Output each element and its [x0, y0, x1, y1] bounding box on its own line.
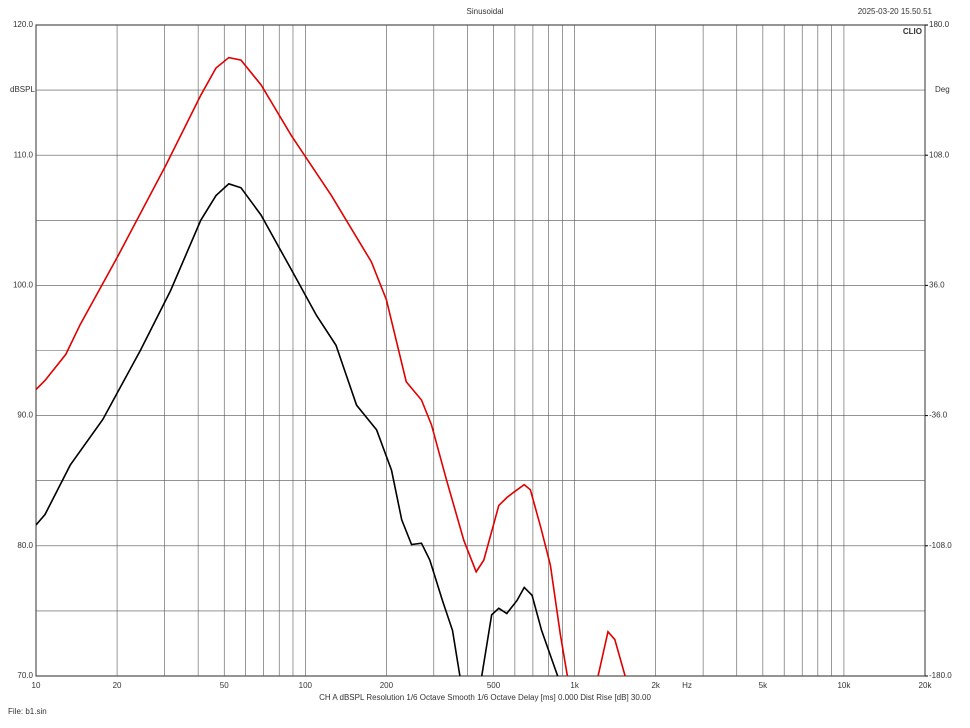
x-tick-label: 10 — [32, 681, 41, 690]
y-tick-label: 110.0 — [14, 150, 34, 159]
brand: CLIO — [903, 27, 922, 36]
y-tick-label: 70.0 — [17, 671, 33, 680]
y-tick-label: 100.0 — [13, 281, 34, 290]
x-tick-label: 100 — [299, 681, 313, 690]
y-axis-label: dBSPL — [10, 85, 35, 94]
y2-axis-label: Deg — [935, 85, 950, 94]
chart-title: Sinusoidal — [467, 7, 504, 16]
x-tick-label: 20k — [919, 681, 933, 690]
x-tick-label: 5k — [759, 681, 768, 690]
timestamp: 2025-03-20 15.50.51 — [858, 7, 933, 16]
y2-tick-label: -180.0 — [929, 671, 952, 680]
y2-tick-label: 36.0 — [929, 281, 945, 290]
x-tick-label: 2k — [651, 681, 660, 690]
series-line — [36, 182, 559, 676]
y2-tick-label: 108.0 — [929, 150, 950, 159]
series-line — [36, 56, 626, 676]
x-tick-label: 200 — [380, 681, 394, 690]
x-tick-label: 50 — [220, 681, 229, 690]
y2-tick-label: -36.0 — [929, 411, 948, 420]
y2-tick-label: 180.0 — [929, 20, 950, 29]
y2-tick-label: -108.0 — [929, 541, 952, 550]
y-tick-label: 80.0 — [17, 541, 33, 550]
x-tick-label: 20 — [113, 681, 122, 690]
settings-line: CH A dBSPL Resolution 1/6 Octave Smooth … — [319, 693, 651, 702]
y-tick-label: 120.0 — [13, 20, 34, 29]
x-tick-label: 500 — [487, 681, 501, 690]
y-tick-label: 90.0 — [17, 411, 33, 420]
file-label: File: b1.sin — [8, 707, 47, 716]
x-unit-label: Hz — [682, 681, 692, 690]
x-tick-label: 10k — [837, 681, 851, 690]
x-tick-label: 1k — [570, 681, 579, 690]
